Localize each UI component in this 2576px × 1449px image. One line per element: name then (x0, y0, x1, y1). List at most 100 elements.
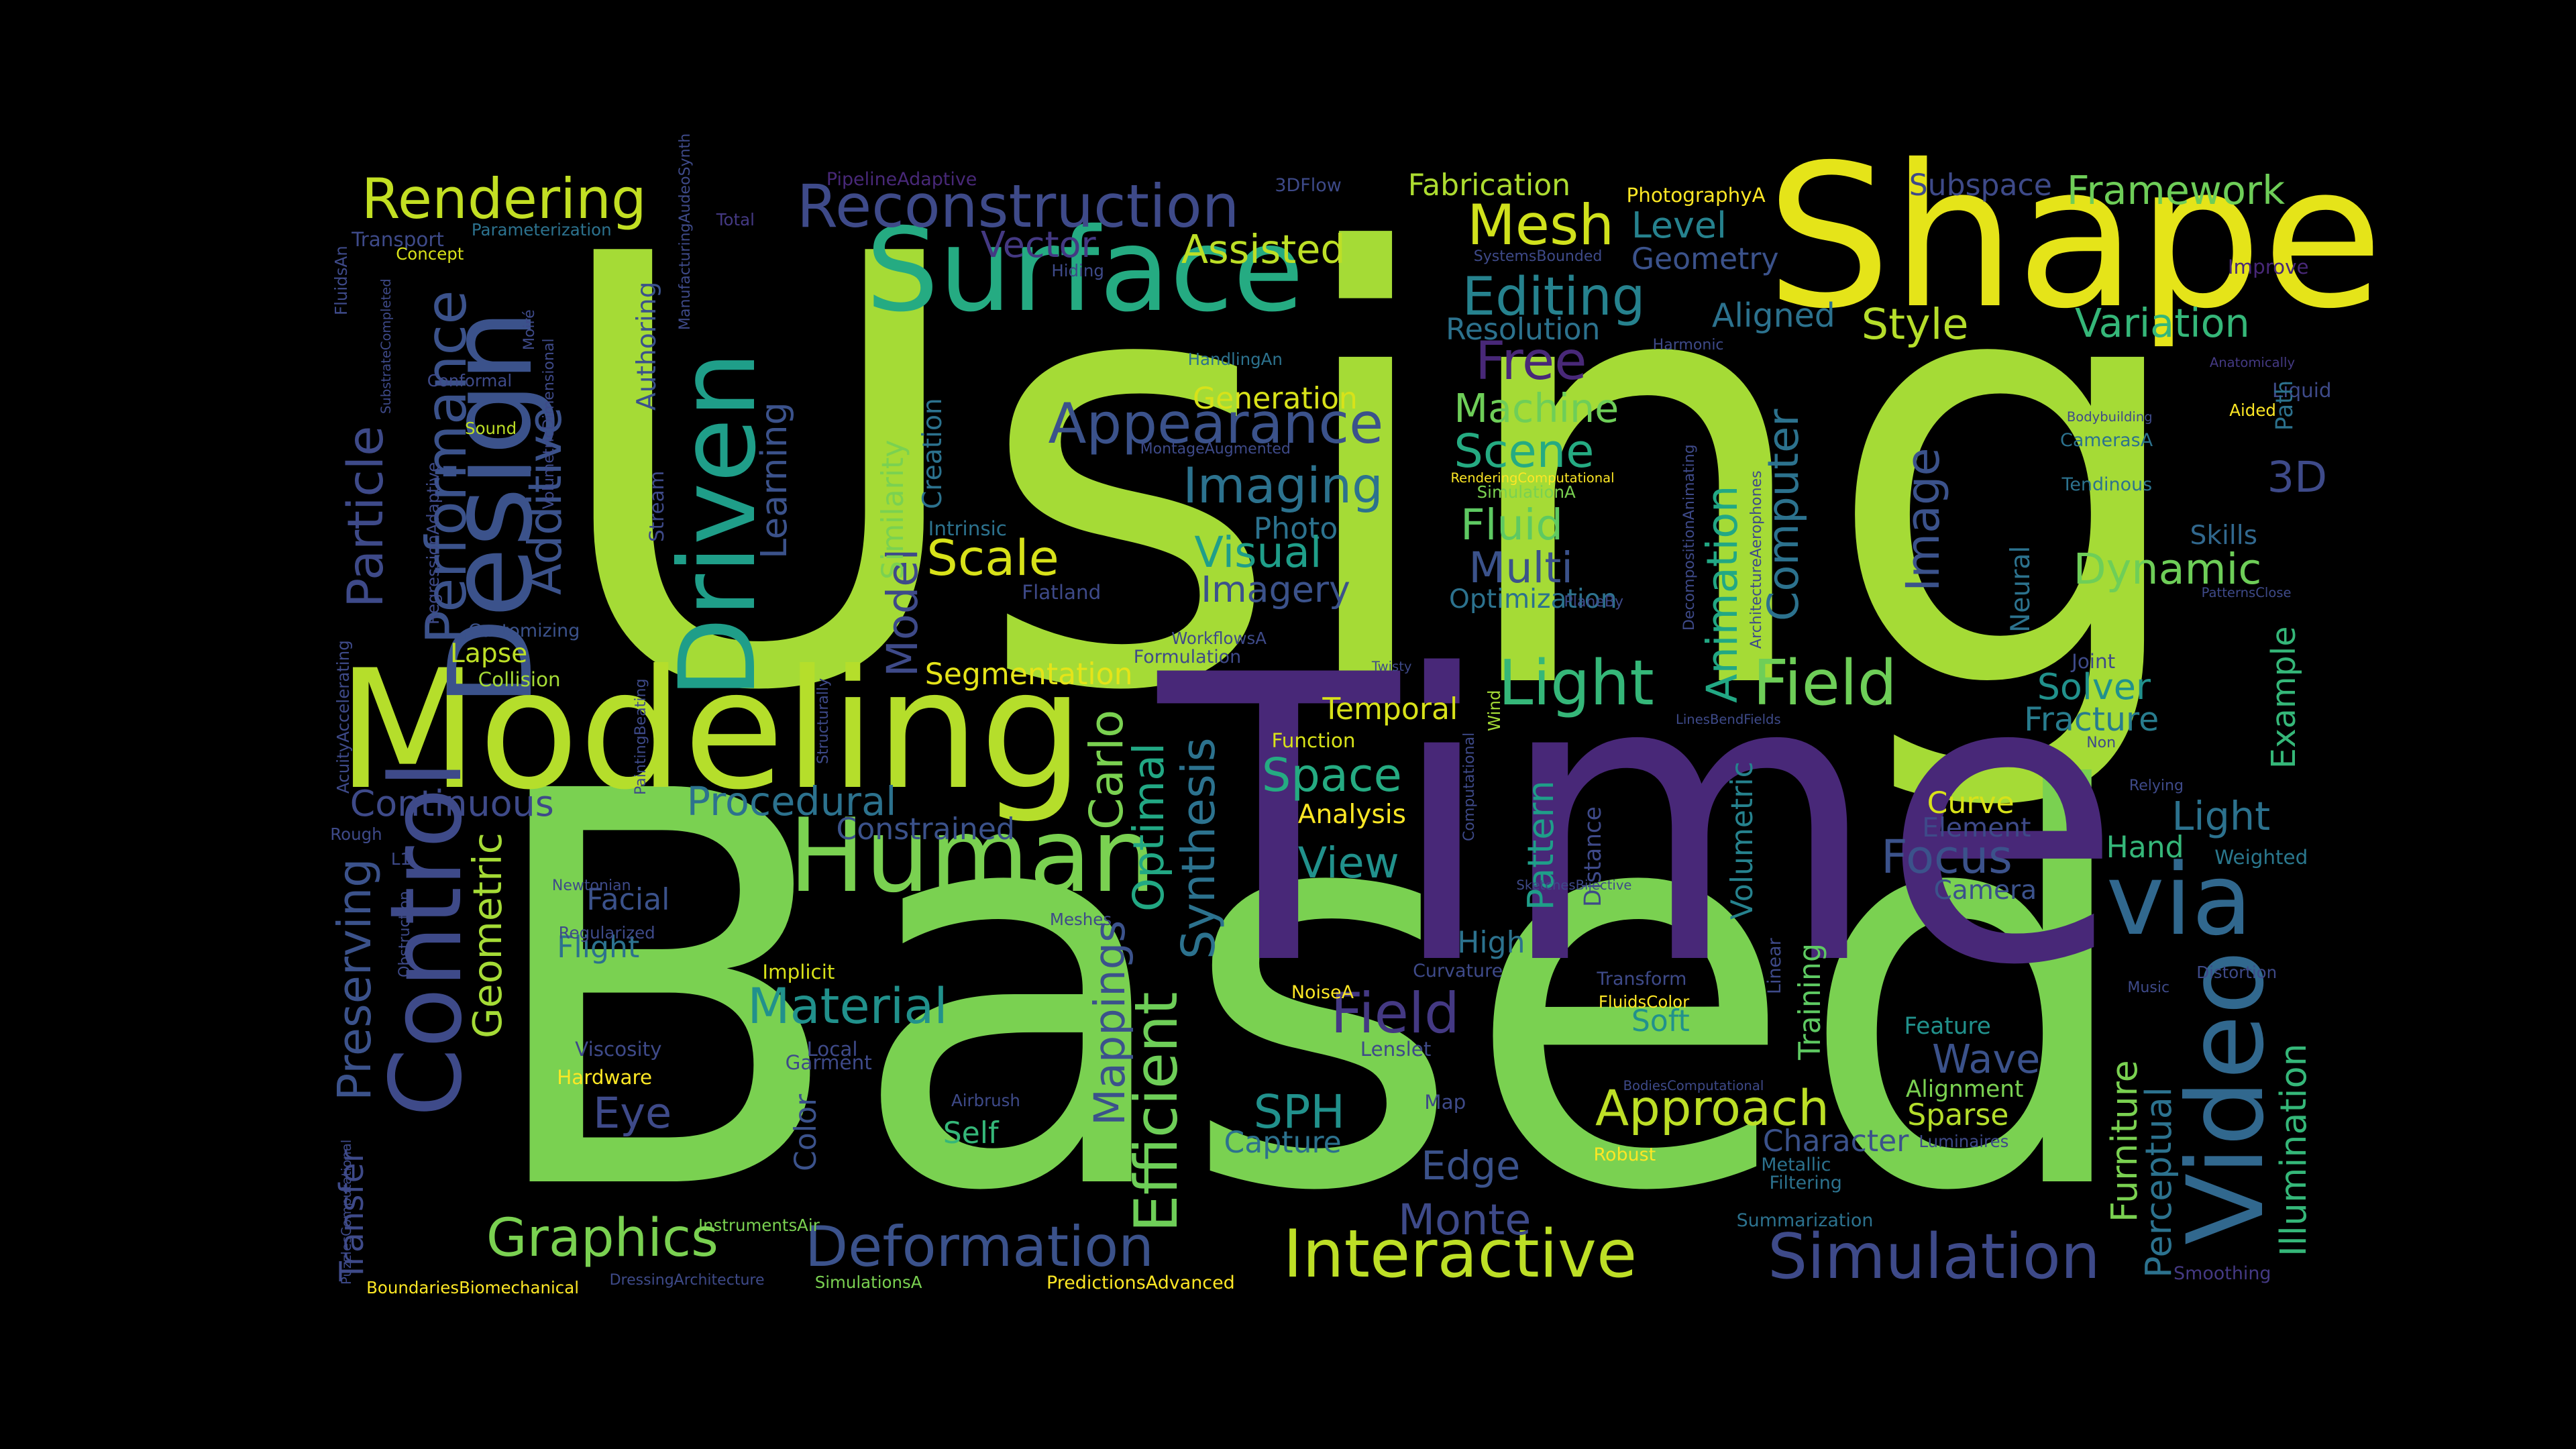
word-23: Editing (1462, 266, 1646, 328)
word-123: Garment (785, 1051, 872, 1074)
word-129: Linear (1764, 937, 1785, 994)
word-98: Sparse (1907, 1097, 2009, 1132)
word-36: Photo (1253, 511, 1338, 546)
word-178: LinesBendFields (1675, 711, 1781, 727)
word-186: InstrumentsAir (698, 1215, 820, 1235)
word-160: SubstrateCompleted (378, 278, 394, 415)
word-97: Alignment (1905, 1075, 2024, 1103)
word-19: Fabrication (1407, 168, 1571, 203)
word-139: Relying (2129, 777, 2184, 794)
word-4: Surface (865, 204, 1304, 338)
word-58: View (1297, 839, 1399, 889)
word-49: Dynamic (2073, 544, 2262, 594)
word-18: Subspace (1909, 168, 2052, 203)
word-163: VolumetricDimensional (541, 338, 558, 510)
word-63: Element (1922, 812, 2031, 843)
word-128: Transform (1597, 969, 1687, 990)
word-111: Collision (478, 668, 561, 692)
word-47: Field (1753, 647, 1897, 720)
word-188: PredictionsAdvanced (1046, 1273, 1235, 1294)
word-38: Imagery (1201, 568, 1350, 611)
word-20: Mesh (1466, 192, 1615, 258)
word-80: Preserving (327, 858, 382, 1101)
word-113: Authoring (632, 281, 663, 411)
word-88: SPH (1253, 1085, 1345, 1139)
word-158: Concept (396, 244, 464, 264)
word-1: Based (476, 678, 2141, 1309)
word-99: Feature (1904, 1013, 1991, 1040)
word-81: Eye (593, 1088, 672, 1138)
word-199: PaintingBeating (633, 678, 650, 796)
word-112: Customizing (468, 621, 580, 642)
word-140: Neural (2005, 545, 2036, 633)
word-103: Training (1792, 943, 1827, 1060)
word-76: Material (747, 978, 948, 1036)
word-118: Function (1271, 729, 1356, 752)
word-131: Metallic (1761, 1155, 1831, 1176)
word-82: Graphics (486, 1208, 718, 1269)
word-45: Animation (1698, 485, 1748, 704)
word-150: PatternsClose (2201, 585, 2292, 601)
word-149: Bodybuilding (2066, 409, 2153, 425)
word-159: FluidsAn (331, 246, 352, 316)
word-15: Particle (337, 425, 395, 608)
word-142: CamerasA (2060, 430, 2153, 451)
word-179: Computational (1460, 732, 1478, 841)
word-17: Framework (2066, 166, 2286, 213)
word-62: Curve (1927, 786, 2015, 820)
word-68: Continuous (350, 782, 554, 824)
word-40: Fluid (1460, 500, 1563, 550)
word-138: Non (2086, 735, 2116, 752)
word-195: Obstruction (396, 891, 413, 978)
word-46: Light (1498, 647, 1654, 720)
word-91: Field (1330, 981, 1460, 1046)
word-54: Segmentation (924, 657, 1133, 692)
word-151: PhotographyA (1626, 183, 1766, 207)
word-176: Twisty (1371, 659, 1412, 675)
word-74: Efficient (1122, 991, 1191, 1232)
word-156: Parameterization (471, 219, 612, 239)
word-50: Skills (2190, 520, 2258, 551)
word-174: PlaneBy (1564, 593, 1623, 610)
word-197: L1 (390, 849, 411, 869)
word-85: Simulation (1768, 1220, 2100, 1293)
word-137: Joint (2072, 650, 2116, 674)
word-86: Monte (1398, 1195, 1532, 1245)
word-95: High (1457, 925, 1525, 960)
word-165: Sound (465, 418, 517, 438)
word-94: Soft (1631, 1004, 1690, 1039)
word-0: Using (542, 131, 2198, 820)
word-92: Approach (1595, 1080, 1829, 1138)
word-53: Example (2264, 626, 2303, 769)
word-196: Rough (330, 824, 382, 844)
word-61: Focus (1881, 830, 2012, 885)
word-177: Wind (1485, 690, 1505, 731)
word-41: Multi (1468, 543, 1573, 593)
word-181: NoiseA (1291, 981, 1354, 1003)
word-57: Analysis (1297, 800, 1407, 830)
word-96: Wave (1932, 1036, 2041, 1083)
word-10: via (2106, 842, 2253, 957)
word-37: Visual (1194, 528, 1322, 578)
word-173: DecompositionAnimating (1680, 444, 1698, 631)
word-79: Geometric (464, 832, 511, 1038)
word-43: Image (1896, 447, 1951, 592)
word-56: Space (1261, 748, 1402, 802)
word-135: Distortion (2196, 962, 2277, 982)
word-162: Moiré (521, 309, 538, 350)
word-114: Stream (645, 470, 668, 543)
word-184: Luminaires (1919, 1131, 2009, 1151)
word-170: RenderingComputational (1450, 470, 1615, 486)
word-153: 3DFlow (1275, 175, 1342, 197)
word-185: Airbrush (951, 1090, 1020, 1110)
word-26: Style (1861, 300, 1969, 350)
word-175: WorkflowsA (1171, 629, 1267, 649)
word-117: Formulation (1133, 647, 1242, 668)
word-168: HandlingAn (1187, 350, 1283, 370)
word-191: PuzzlesComputational (338, 1139, 354, 1285)
word-12: Reconstruction (796, 172, 1240, 241)
word-6: Human (788, 796, 1157, 915)
word-136: Music (2127, 979, 2170, 997)
word-125: Lenslet (1360, 1038, 1432, 1061)
word-64: Camera (1933, 875, 2037, 906)
